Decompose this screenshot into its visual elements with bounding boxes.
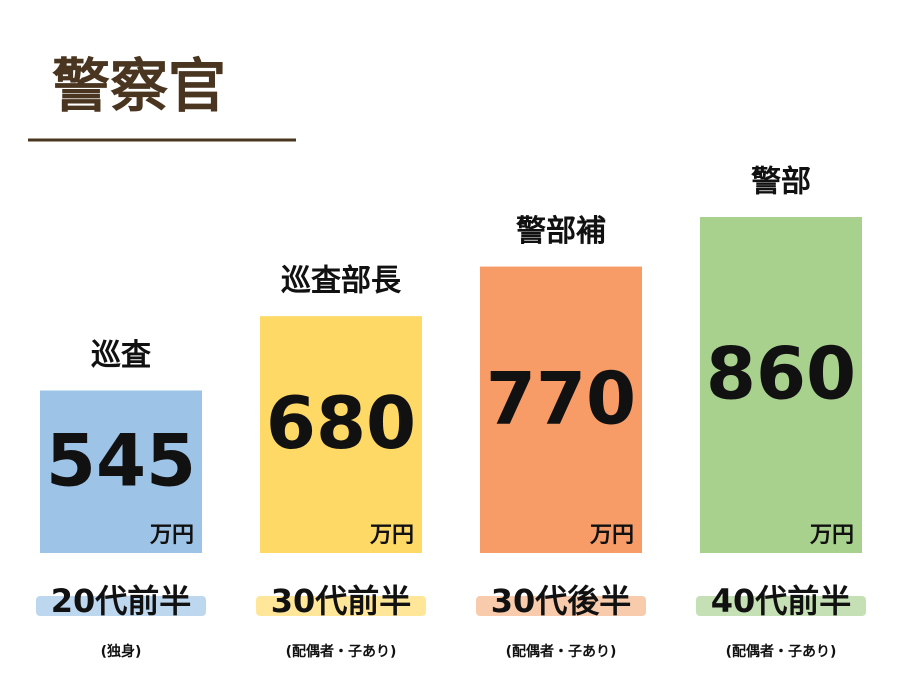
category-label: 巡査 [91,338,151,373]
unit-label: 万円 [589,523,634,548]
bar [700,217,862,553]
bar [260,316,422,553]
value-label: 860 [706,332,856,416]
category-label: 巡査部長 [281,264,402,299]
age-highlight [476,596,646,616]
bar [40,390,202,553]
bar [480,266,642,553]
age-label: 20代前半 [51,582,192,620]
age-highlight [696,596,866,616]
value-label: 770 [486,356,636,440]
age-highlight [256,596,426,616]
age-label: 40代前半 [711,582,852,620]
note-label: (配偶者・子あり) [506,643,617,660]
value-label: 680 [266,381,416,465]
note-label: (独身) [101,643,142,660]
age-label: 30代前半 [271,582,412,620]
age-label: 30代後半 [491,582,632,620]
unit-label: 万円 [149,523,194,548]
category-label: 警部補 [516,214,606,249]
note-label: (配偶者・子あり) [286,643,397,660]
category-label: 警部 [751,165,811,200]
value-label: 545 [46,418,196,502]
unit-label: 万円 [369,523,414,548]
unit-label: 万円 [809,523,854,548]
age-highlight [36,596,206,616]
chart-title: 警察官 [52,52,226,120]
note-label: (配偶者・子あり) [726,643,837,660]
